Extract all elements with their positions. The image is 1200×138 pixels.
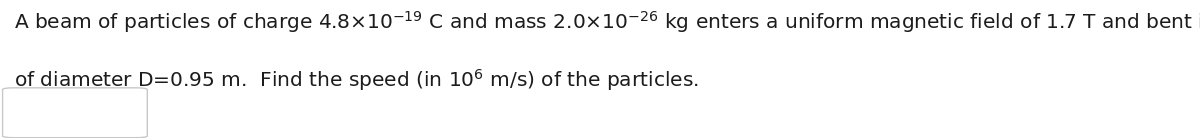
Text: of diameter D=0.95 m.  Find the speed (in 10$^{6}$ m/s) of the particles.: of diameter D=0.95 m. Find the speed (in… — [14, 67, 698, 93]
Text: A beam of particles of charge 4.8×10$^{-19}$ C and mass 2.0×10$^{-26}$ kg enters: A beam of particles of charge 4.8×10$^{-… — [14, 9, 1200, 35]
FancyBboxPatch shape — [2, 88, 148, 138]
